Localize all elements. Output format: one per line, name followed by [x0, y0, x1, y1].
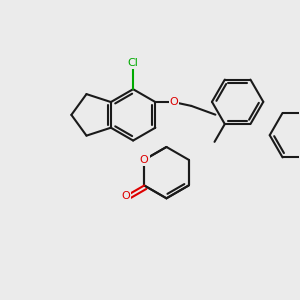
Text: O: O: [121, 191, 130, 201]
Text: O: O: [140, 155, 148, 165]
Text: O: O: [169, 97, 178, 107]
Text: Cl: Cl: [128, 58, 139, 68]
